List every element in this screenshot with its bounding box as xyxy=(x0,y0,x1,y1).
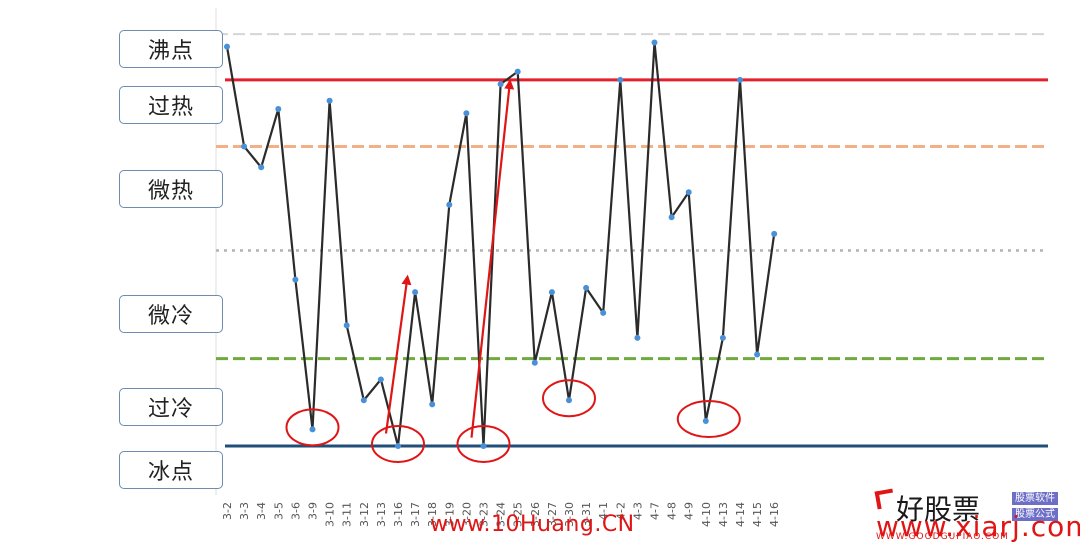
data-point-3-19 xyxy=(446,201,453,208)
x-tick-label-3-16: 3-16 xyxy=(392,502,405,527)
x-tick-label-3-20: 3-20 xyxy=(460,502,473,527)
x-tick-label-4-14: 4-14 xyxy=(734,502,747,527)
data-point-3-6 xyxy=(292,276,299,283)
x-tick-label-3-9: 3-9 xyxy=(307,502,320,520)
level-label-4: 过冷 xyxy=(119,388,223,426)
x-tick-label-4-8: 4-8 xyxy=(666,502,679,520)
data-point-4-14 xyxy=(737,76,743,83)
x-tick-label-4-15: 4-15 xyxy=(751,502,764,527)
level-label-2: 微热 xyxy=(119,170,223,208)
data-point-3-31 xyxy=(583,284,590,291)
logo-mark-icon xyxy=(874,488,896,510)
watermark-10huang: www.10Huang.CN xyxy=(430,512,635,537)
annotation-circle-3-30 xyxy=(542,379,596,418)
x-tick-label-3-12: 3-12 xyxy=(358,502,371,527)
x-tick-label-3-26: 3-26 xyxy=(529,502,542,527)
logo-tag-formula: 股票公式 xyxy=(1012,508,1058,521)
logo-site: www.xiarj.com xyxy=(876,510,1080,543)
x-tick-label-3-13: 3-13 xyxy=(375,502,388,527)
data-point-4-1 xyxy=(600,309,607,316)
watermark-logo: 好股票 股票软件 股票公式 www.xiarj.com WWW.GOODGUPI… xyxy=(874,488,1080,544)
data-point-4-3 xyxy=(634,334,641,341)
x-tick-label-4-10: 4-10 xyxy=(700,502,713,527)
x-tick-label-3-11: 3-11 xyxy=(341,502,354,527)
level-label-3: 微冷 xyxy=(119,295,223,333)
x-tick-label-3-2: 3-2 xyxy=(221,502,234,520)
x-tick-label-4-16: 4-16 xyxy=(768,502,781,527)
x-tick-label-3-18: 3-18 xyxy=(426,502,439,527)
data-point-4-9 xyxy=(685,189,692,196)
annotation-circle-3-9 xyxy=(285,408,340,447)
data-point-3-24 xyxy=(497,81,504,88)
x-tick-label-4-2: 4-2 xyxy=(614,502,627,520)
data-point-4-13 xyxy=(719,334,726,341)
x-tick-label-3-17: 3-17 xyxy=(409,502,422,527)
level-label-1: 过热 xyxy=(119,86,223,124)
data-point-4-15 xyxy=(754,351,761,358)
data-point-4-2 xyxy=(617,76,624,83)
x-tick-label-3-19: 3-19 xyxy=(443,502,456,527)
data-point-3-27 xyxy=(548,289,555,296)
data-point-3-4 xyxy=(258,164,265,171)
x-tick-label-3-30: 3-30 xyxy=(563,502,576,527)
annotation-arrow-1 xyxy=(470,79,515,438)
data-point-4-16 xyxy=(771,230,778,237)
x-tick-label-3-24: 3-24 xyxy=(495,502,508,527)
data-point-3-10 xyxy=(326,97,333,104)
level-label-5: 冰点 xyxy=(119,451,223,489)
x-tick-label-3-25: 3-25 xyxy=(512,502,525,527)
data-point-3-18 xyxy=(429,401,436,408)
data-point-3-17 xyxy=(412,289,419,296)
annotation-circle-4-10 xyxy=(676,400,741,439)
series-line xyxy=(225,41,776,448)
x-tick-label-3-27: 3-27 xyxy=(546,502,559,527)
data-point-3-25 xyxy=(514,68,521,75)
x-tick-label-4-7: 4-7 xyxy=(649,502,662,520)
data-point-3-30 xyxy=(566,397,572,404)
x-tick-label-3-5: 3-5 xyxy=(272,502,285,520)
x-tick-label-4-9: 4-9 xyxy=(683,502,696,520)
data-point-3-26 xyxy=(531,359,538,366)
annotation-circle-3-16 xyxy=(371,425,425,463)
x-tick-label-4-3: 4-3 xyxy=(631,502,644,520)
annotation-circle-3-23 xyxy=(456,425,511,463)
x-tick-label-3-6: 3-6 xyxy=(289,502,302,520)
logo-tag-software: 股票软件 xyxy=(1012,492,1058,505)
data-point-3-3 xyxy=(241,143,248,150)
x-tick-label-3-4: 3-4 xyxy=(255,502,268,520)
annotation-arrow-0 xyxy=(384,274,412,434)
logo-sub-site: WWW.GOODGUPIAO.COM xyxy=(876,532,1009,542)
level-label-0: 沸点 xyxy=(119,30,223,68)
logo-brand: 好股票 xyxy=(896,493,981,526)
data-point-3-11 xyxy=(343,322,350,329)
data-point-4-8 xyxy=(668,214,675,221)
data-point-3-23 xyxy=(480,443,487,449)
data-point-3-2 xyxy=(224,43,230,50)
data-point-3-13 xyxy=(377,376,384,383)
data-point-3-16 xyxy=(395,443,401,449)
data-point-4-7 xyxy=(651,39,658,46)
x-tick-label-3-23: 3-23 xyxy=(478,502,491,527)
x-tick-label-3-31: 3-31 xyxy=(580,502,593,527)
x-tick-label-4-13: 4-13 xyxy=(717,502,730,527)
data-point-3-5 xyxy=(275,106,282,113)
data-point-3-9 xyxy=(309,426,316,433)
data-point-3-12 xyxy=(360,397,367,404)
x-tick-label-3-3: 3-3 xyxy=(238,502,251,520)
x-tick-label-3-10: 3-10 xyxy=(324,502,337,527)
data-point-4-10 xyxy=(702,418,709,425)
x-tick-label-4-1: 4-1 xyxy=(597,502,610,520)
data-point-3-20 xyxy=(463,110,470,117)
